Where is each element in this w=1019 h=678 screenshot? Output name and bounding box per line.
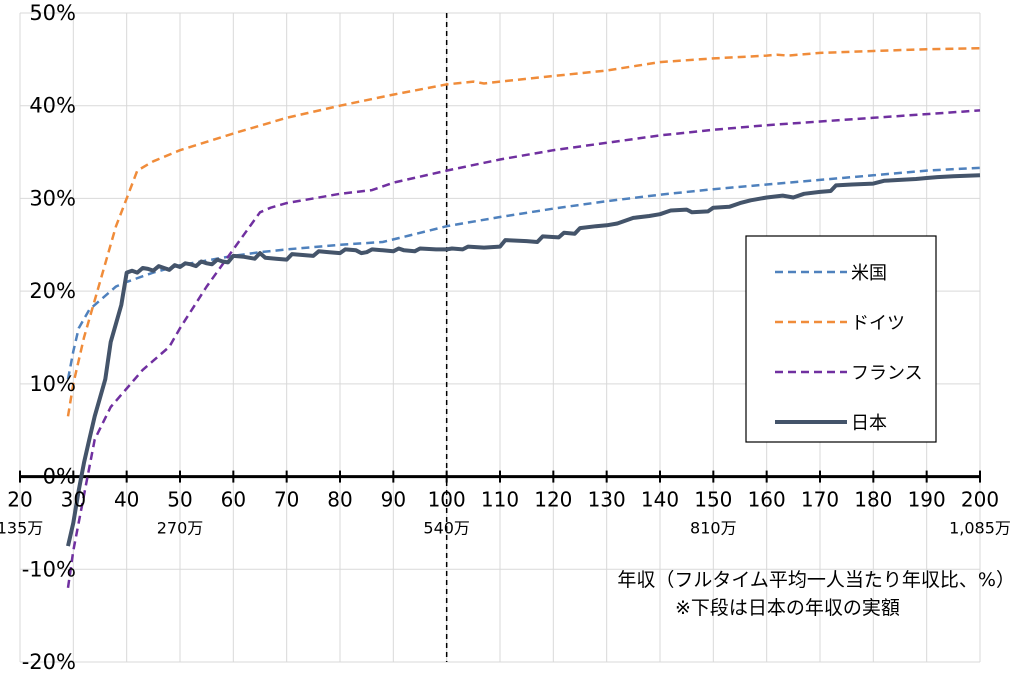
x-tick-label: 30 [61, 488, 86, 512]
x-tick-label: 40 [114, 488, 139, 512]
x-tick-label: 110 [481, 488, 519, 512]
y-tick-label: 20% [29, 279, 76, 303]
x-amount-label: 135万 [0, 519, 43, 538]
x-tick-label: 80 [327, 488, 352, 512]
x-tick-label: 130 [588, 488, 626, 512]
x-tick-label: 60 [221, 488, 246, 512]
legend-label: 米国 [851, 263, 887, 284]
x-tick-label: 160 [748, 488, 786, 512]
legend-box [745, 235, 937, 443]
x-axis-note: ※下段は日本の年収の実額 [675, 597, 900, 619]
x-axis-label: 年収（フルタイム平均一人当たり年収比、%） [617, 569, 1015, 591]
x-tick-label: 120 [534, 488, 572, 512]
x-tick-label: 190 [908, 488, 946, 512]
series-line-日本 [66, 173, 981, 547]
x-tick-label: 90 [381, 488, 406, 512]
series-line-フランス [66, 109, 981, 588]
x-tick-label: 140 [641, 488, 679, 512]
legend-label: 日本 [851, 413, 887, 434]
x-tick-label: 200 [961, 488, 999, 512]
series-line-米国 [66, 166, 981, 380]
y-tick-label: 40% [29, 94, 76, 118]
x-tick-label: 170 [801, 488, 839, 512]
x-tick-label: 70 [274, 488, 299, 512]
x-tick-label: 20 [7, 488, 32, 512]
x-tick-label: 150 [694, 488, 732, 512]
y-tick-label: 30% [29, 186, 76, 210]
x-amount-label: 270万 [157, 519, 204, 538]
legend-label: フランス [851, 363, 923, 384]
axis-layer [19, 470, 981, 483]
x-tick-label: 50 [167, 488, 192, 512]
y-tick-label: 50% [29, 1, 76, 25]
series-line-ドイツ [66, 46, 981, 417]
x-amount-label: 540万 [423, 519, 470, 538]
x-amount-label: 810万 [690, 519, 737, 538]
series-layer [66, 46, 981, 588]
y-tick-label: -10% [22, 557, 76, 581]
y-tick-label: -20% [22, 650, 76, 674]
y-tick-label: 0% [43, 465, 76, 489]
legend-label: ドイツ [851, 313, 905, 334]
x-tick-label: 100 [428, 488, 466, 512]
x-amount-label: 1,085万 [949, 519, 1011, 538]
x-tick-label: 180 [854, 488, 892, 512]
y-tick-label: 10% [29, 372, 76, 396]
